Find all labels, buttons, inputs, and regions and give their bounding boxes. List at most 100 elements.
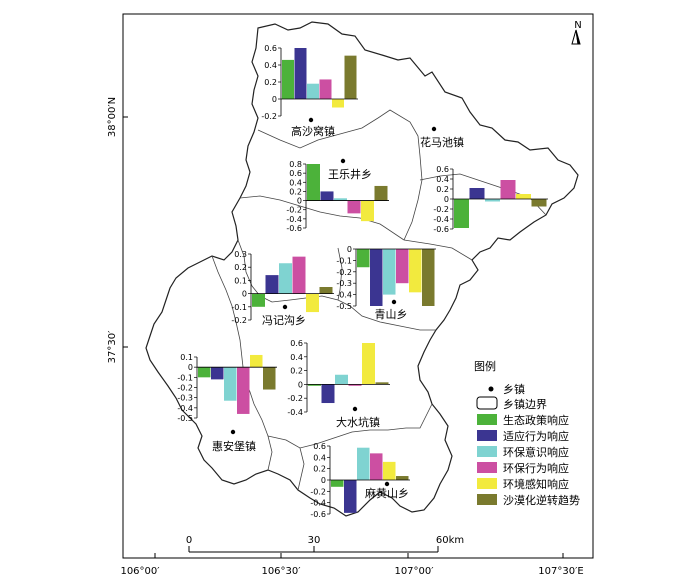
lon-label-10630: 106°30′	[261, 566, 301, 577]
legend-series-label-1: 适应行为响应	[503, 429, 569, 443]
north-label: N	[574, 20, 581, 31]
bar-5-5	[263, 367, 276, 390]
tick-label: -0.4	[336, 291, 352, 300]
tick-label: 0	[188, 363, 193, 372]
tick-label: -0.5	[177, 414, 193, 423]
bar-1-4	[516, 194, 531, 199]
town-label: 高沙窝镇	[291, 124, 335, 138]
bar-4-0	[357, 249, 370, 268]
lat-label-3730: 37°30′	[107, 330, 118, 363]
bar-7-3	[370, 453, 383, 480]
tick-label: -0.1	[231, 303, 247, 312]
town-dot-icon	[431, 126, 437, 132]
legend-series-label-4: 环境感知响应	[503, 477, 569, 491]
bar-chart-3: 0.3 0.2 0.1 0 -0.1 -0.2 冯记沟乡	[231, 250, 334, 327]
legend-swatch-5	[477, 494, 497, 505]
bar-2-1	[320, 191, 334, 201]
tick-label: -0.2	[336, 268, 352, 277]
bar-0-3	[319, 79, 332, 99]
county-boundary	[145, 21, 579, 517]
bar-6-1	[321, 384, 335, 404]
town-label: 冯记沟乡	[262, 314, 306, 327]
map-frame	[122, 13, 594, 559]
legend-series-label-2: 环保意识响应	[503, 445, 569, 459]
bar-chart-7: 0.6 0.4 0.2 0 -0.2 -0.4 -0.6 麻黄山乡	[310, 442, 410, 519]
bar-2-3	[347, 200, 361, 214]
town-dot-icon	[340, 158, 346, 164]
bar-6-5	[375, 382, 389, 385]
tick-label: -0.2	[286, 206, 302, 215]
bar-1-1	[469, 188, 485, 199]
bar-4-1	[370, 249, 383, 306]
town-dot-icon	[384, 481, 390, 487]
bar-1-3	[500, 180, 516, 199]
bar-6-0	[308, 384, 321, 386]
bar-chart-4: 0 -0.1 -0.2 -0.3 -0.4 -0.5 青山乡	[336, 245, 436, 321]
bar-7-0	[331, 480, 344, 487]
tick-label: -0.2	[287, 394, 303, 403]
tick-label: 0	[297, 197, 302, 206]
tick-label: -0.3	[336, 279, 352, 288]
tick-label: -0.4	[310, 499, 326, 508]
tick-label: 0.3	[234, 250, 247, 259]
tick-label: 0.1	[180, 353, 193, 362]
tick-label: -0.2	[231, 316, 247, 325]
legend-series-label-3: 环保行为响应	[503, 461, 569, 475]
tick-label: 0.4	[313, 453, 326, 462]
tick-label: 0	[272, 95, 277, 104]
bar-4-5	[422, 249, 435, 306]
legend-series-label-0: 生态政策响应	[503, 413, 569, 427]
tick-label: -0.2	[310, 487, 326, 496]
tick-label: -0.2	[433, 205, 449, 214]
legend-boundary-swatch	[476, 396, 498, 410]
graticule-ticks	[123, 116, 564, 558]
town-label: 惠安堡镇	[212, 439, 256, 453]
bar-chart-5: 0.10-0.1 -0.2-0.3-0.4-0.5 惠安堡镇	[177, 353, 277, 453]
town-dot-icon	[308, 117, 314, 123]
north-arrow-icon	[571, 29, 581, 45]
tick-label: -0.4	[286, 215, 302, 224]
legend-title: 图例	[474, 359, 496, 373]
bar-3-2	[279, 263, 292, 294]
bar-5-0	[198, 367, 211, 378]
tick-label: 0.6	[264, 44, 277, 53]
tick-label: -0.4	[287, 408, 303, 417]
tick-label: -0.4	[177, 404, 193, 413]
bar-6-3	[348, 384, 362, 386]
tick-label: -0.6	[310, 510, 326, 519]
bar-3-3	[292, 256, 306, 294]
bar-3-5	[319, 287, 333, 294]
bar-7-1	[344, 480, 357, 513]
tick-label: 0.4	[264, 61, 277, 70]
tick-label: -0.5	[336, 302, 352, 311]
bar-0-2	[307, 83, 319, 99]
tick-label: 0.2	[234, 263, 247, 272]
bar-4-4	[409, 249, 422, 293]
legend-series-label-5: 沙漠化逆转趋势	[503, 493, 580, 507]
scale-tick-60: 60km	[436, 535, 464, 546]
lat-label-38: 38°00′N	[107, 97, 118, 137]
bar-5-2	[224, 367, 237, 401]
lon-label-10700: 107°00′	[394, 566, 434, 577]
bar-4-2	[383, 249, 396, 295]
legend-swatch-3	[477, 462, 497, 473]
tick-label: 0.2	[289, 187, 302, 196]
tick-label: 0.6	[436, 165, 449, 174]
tick-label: 0	[347, 245, 352, 254]
bar-5-3	[237, 367, 250, 414]
lon-label-10600: 106°00′	[120, 566, 160, 577]
legend-town-dot-icon	[488, 386, 494, 392]
legend: 图例 乡镇 乡镇边界 生态政策响应适应行为响应环保意识响应环保行为响应环境感知响…	[474, 359, 580, 507]
bar-2-2	[334, 198, 347, 201]
tick-label: -0.4	[433, 215, 449, 224]
tick-label: 0.2	[436, 185, 449, 194]
tick-label: 0.6	[289, 169, 302, 178]
bar-chart-0: 0.6 0.4 0.2 0 -0.2 高沙窝镇	[261, 44, 358, 138]
bar-1-5	[531, 199, 547, 207]
town-dot-icon	[391, 299, 397, 305]
town-label: 大水坑镇	[336, 415, 380, 429]
tick-label: 0.4	[289, 178, 302, 187]
tick-label: 0.4	[290, 353, 303, 362]
bar-1-2	[485, 199, 500, 202]
